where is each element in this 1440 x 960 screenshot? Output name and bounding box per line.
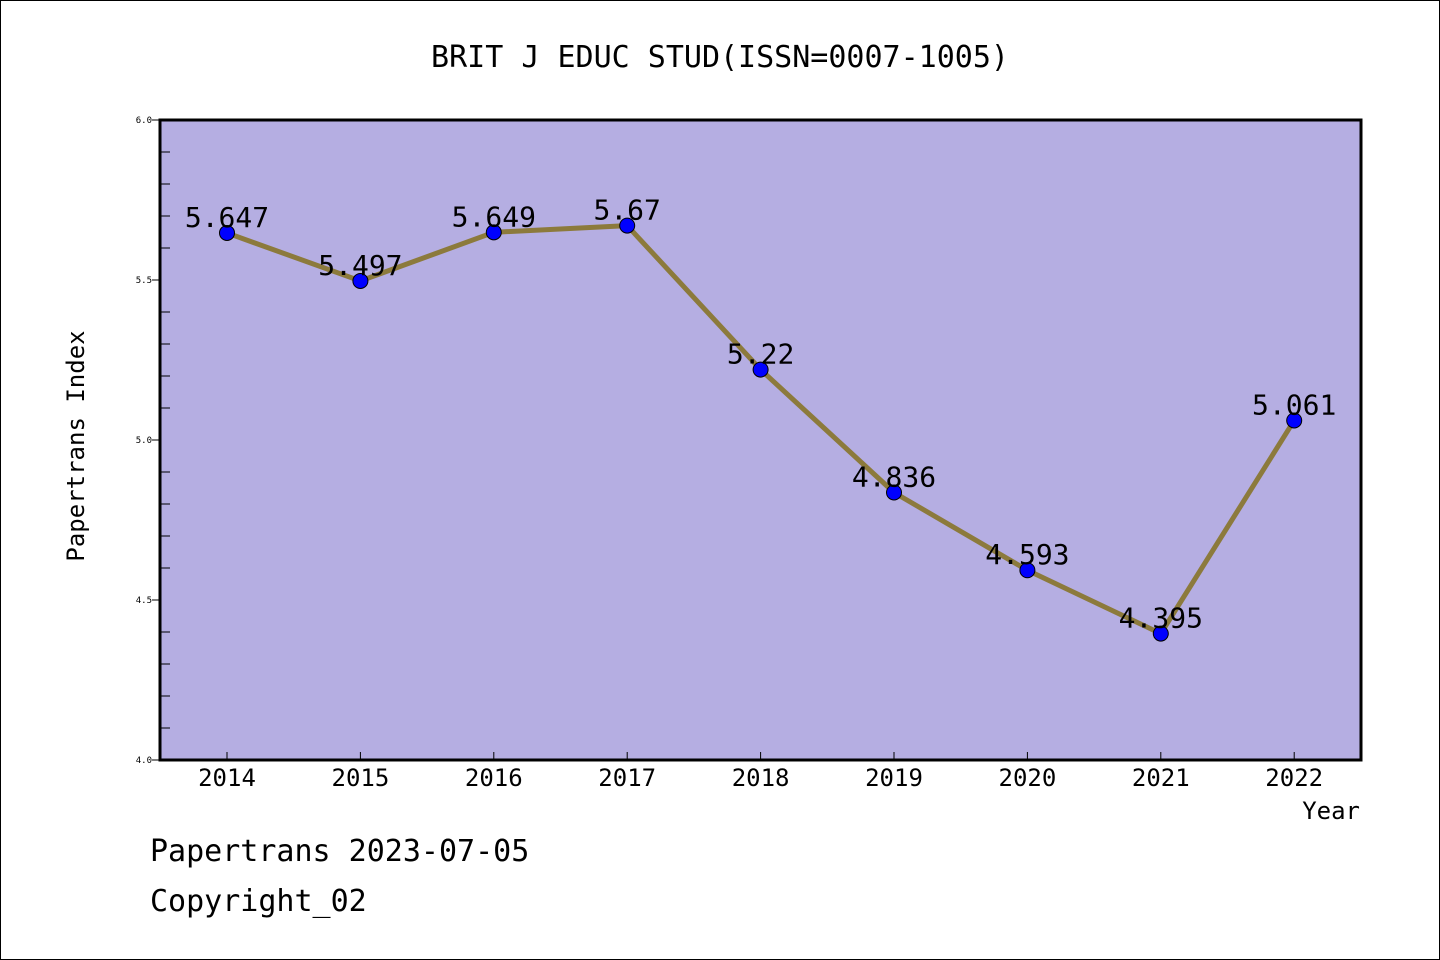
series-markers xyxy=(219,217,1303,642)
data-point xyxy=(1152,625,1169,642)
data-point xyxy=(1286,412,1303,429)
data-label: 5.67 xyxy=(593,194,660,227)
data-point xyxy=(352,272,369,289)
data-label: 5.22 xyxy=(727,338,794,371)
x-tick-label: 2017 xyxy=(598,764,656,792)
y-tick-label: 4.0 xyxy=(136,756,152,766)
data-label: 4.593 xyxy=(985,538,1069,571)
data-label: 5.497 xyxy=(318,249,402,282)
footer-copyright: Copyright_02 xyxy=(150,884,367,919)
x-tick-label: 2022 xyxy=(1265,764,1323,792)
data-point xyxy=(619,217,636,234)
data-labels: 5.647 5.497 5.649 5.67 5.22 4.836 4.593 4.395 5.… xyxy=(185,194,1336,635)
y-axis-ticks: 4.0 4.5 5.0 5.5 6.0 xyxy=(136,116,170,766)
data-point xyxy=(886,484,902,501)
y-tick-label: 6.0 xyxy=(136,116,152,126)
x-tick-label: 2015 xyxy=(332,764,390,792)
x-tick-label: 2019 xyxy=(865,764,923,792)
x-axis-label: Year xyxy=(1302,797,1360,825)
data-point xyxy=(219,224,235,241)
x-tick-label: 2016 xyxy=(465,764,523,792)
y-tick-label: 5.0 xyxy=(136,436,152,446)
data-point xyxy=(1019,562,1036,579)
data-label: 5.649 xyxy=(452,200,536,233)
data-point xyxy=(485,224,502,241)
data-label: 5.061 xyxy=(1252,388,1336,421)
y-tick-label: 4.5 xyxy=(136,596,152,606)
plot-area xyxy=(158,118,1363,762)
data-label: 5.647 xyxy=(185,201,269,234)
y-tick-label: 5.5 xyxy=(136,276,152,286)
y-axis-label: Papertrans Index xyxy=(62,330,90,561)
x-tick-label: 2020 xyxy=(999,764,1057,792)
footer-date: Papertrans 2023-07-05 xyxy=(150,834,530,869)
data-label: 4.395 xyxy=(1119,602,1203,635)
data-label: 4.836 xyxy=(852,460,936,493)
data-point xyxy=(752,361,769,378)
chart-title: BRIT J EDUC STUD(ISSN=0007-1005) xyxy=(431,40,1009,75)
x-tick-label: 2018 xyxy=(732,764,790,792)
x-tick-label: 2021 xyxy=(1132,764,1190,792)
x-axis-ticks: 2014 2015 2016 2017 2018 2019 2020 2021 2022 xyxy=(198,752,1323,792)
x-tick-label: 2014 xyxy=(198,764,256,792)
